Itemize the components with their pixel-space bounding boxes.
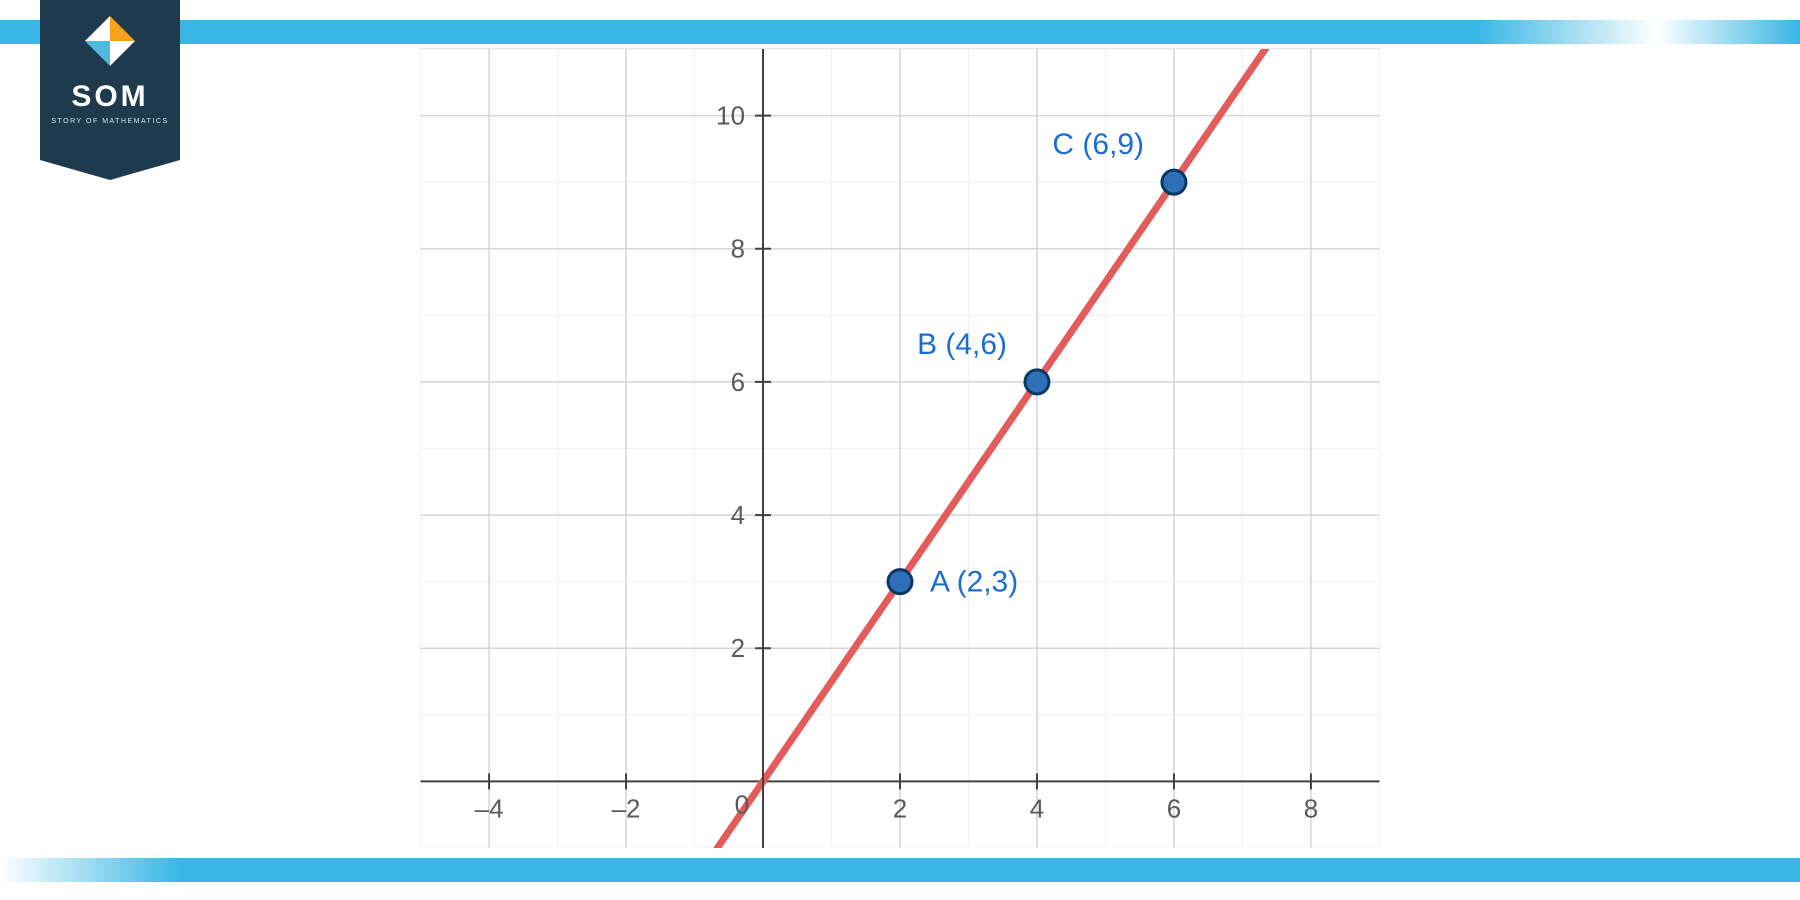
chart-svg: –4 –2 2 4 6 8 2 4 6 8 10 0 A (2,3) B (4,6) C (6,9) <box>420 49 1380 848</box>
logo-badge: SOM STORY OF MATHEMATICS <box>40 0 180 160</box>
header-accent-bar <box>0 20 1800 44</box>
x-tick-label: 6 <box>1167 793 1181 823</box>
y-tick-label: 10 <box>716 101 745 131</box>
data-point-C <box>1162 170 1186 194</box>
logo-tagline: STORY OF MATHEMATICS <box>40 118 180 125</box>
coordinate-chart: –4 –2 2 4 6 8 2 4 6 8 10 0 A (2,3) B (4,6) C (6,9) <box>420 48 1380 848</box>
data-point-A <box>888 570 912 594</box>
data-point-label-B: B (4,6) <box>917 328 1007 361</box>
y-tick-label: 8 <box>731 234 745 264</box>
logo-text: SOM <box>40 80 180 114</box>
x-tick-label: –2 <box>612 793 641 823</box>
data-point-label-C: C (6,9) <box>1052 128 1144 161</box>
data-point-label-A: A (2,3) <box>930 566 1018 599</box>
x-tick-label: 4 <box>1030 793 1044 823</box>
x-tick-label: 2 <box>893 793 907 823</box>
footer-accent-bar <box>0 858 1800 882</box>
y-tick-label: 6 <box>731 367 745 397</box>
logo-icon <box>85 16 135 66</box>
y-tick-label: 4 <box>731 500 745 530</box>
origin-label: 0 <box>735 789 749 819</box>
x-tick-label: 8 <box>1304 793 1318 823</box>
y-tick-label: 2 <box>731 633 745 663</box>
data-point-B <box>1025 370 1049 394</box>
x-tick-label: –4 <box>475 793 504 823</box>
